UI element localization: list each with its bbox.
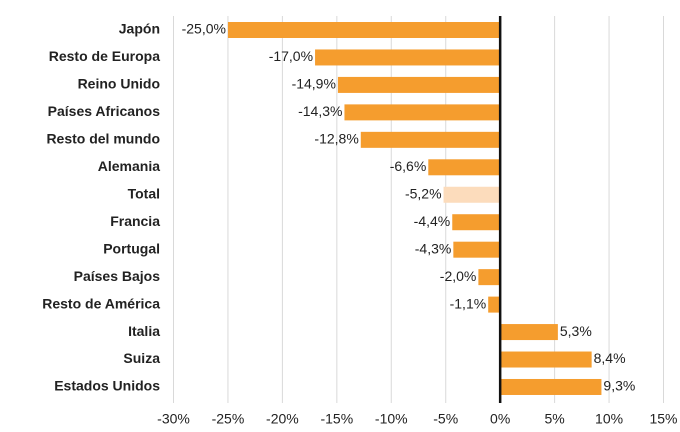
value-label: -4,4% [414, 213, 451, 229]
bar [478, 269, 501, 286]
bar [500, 378, 602, 395]
value-label: -1,1% [450, 295, 487, 311]
category-label: Países Africanos [48, 103, 161, 119]
value-label: 9,3% [603, 378, 635, 394]
x-tick-label: 10% [595, 411, 623, 427]
x-tick-label: 5% [544, 411, 564, 427]
bar [452, 214, 501, 231]
category-label: Países Bajos [74, 268, 161, 284]
category-label: Portugal [103, 240, 160, 256]
value-label: -6,6% [390, 158, 427, 174]
category-label: Resto de Europa [49, 48, 160, 64]
bar [428, 159, 501, 176]
value-label: -14,9% [292, 76, 336, 92]
category-label: Suiza [123, 350, 160, 366]
value-label: 8,4% [594, 350, 626, 366]
bar [488, 296, 501, 313]
category-label: Alemania [98, 158, 160, 174]
value-label: -5,2% [405, 185, 442, 201]
category-label: Resto de América [42, 295, 160, 311]
value-label: -12,8% [314, 131, 358, 147]
bar [500, 324, 558, 341]
x-tick-label: -25% [212, 411, 245, 427]
bar [443, 186, 501, 203]
x-tick-label: 0% [490, 411, 510, 427]
category-label: Japón [119, 21, 160, 37]
bar [344, 104, 501, 121]
x-tick-label: 15% [649, 411, 677, 427]
x-tick-label: -30% [157, 411, 190, 427]
value-label: -25,0% [182, 21, 226, 37]
bar [500, 351, 592, 368]
category-label: Total [128, 185, 160, 201]
bar [315, 49, 501, 66]
x-tick-label: -15% [320, 411, 353, 427]
value-label: -4,3% [415, 240, 452, 256]
category-label: Estados Unidos [54, 378, 160, 394]
bar [337, 76, 501, 93]
value-label: -17,0% [269, 48, 313, 64]
category-label: Italia [128, 323, 160, 339]
value-label: -2,0% [440, 268, 477, 284]
category-label: Reino Unido [78, 76, 160, 92]
value-label: 5,3% [560, 323, 592, 339]
bar [453, 241, 501, 258]
x-tick-label: -20% [266, 411, 299, 427]
category-label: Francia [110, 213, 160, 229]
bar [360, 131, 501, 148]
value-label: -14,3% [298, 103, 342, 119]
bar [227, 22, 501, 38]
x-tick-label: -5% [433, 411, 458, 427]
category-label: Resto del mundo [46, 131, 160, 147]
x-tick-label: -10% [375, 411, 408, 427]
